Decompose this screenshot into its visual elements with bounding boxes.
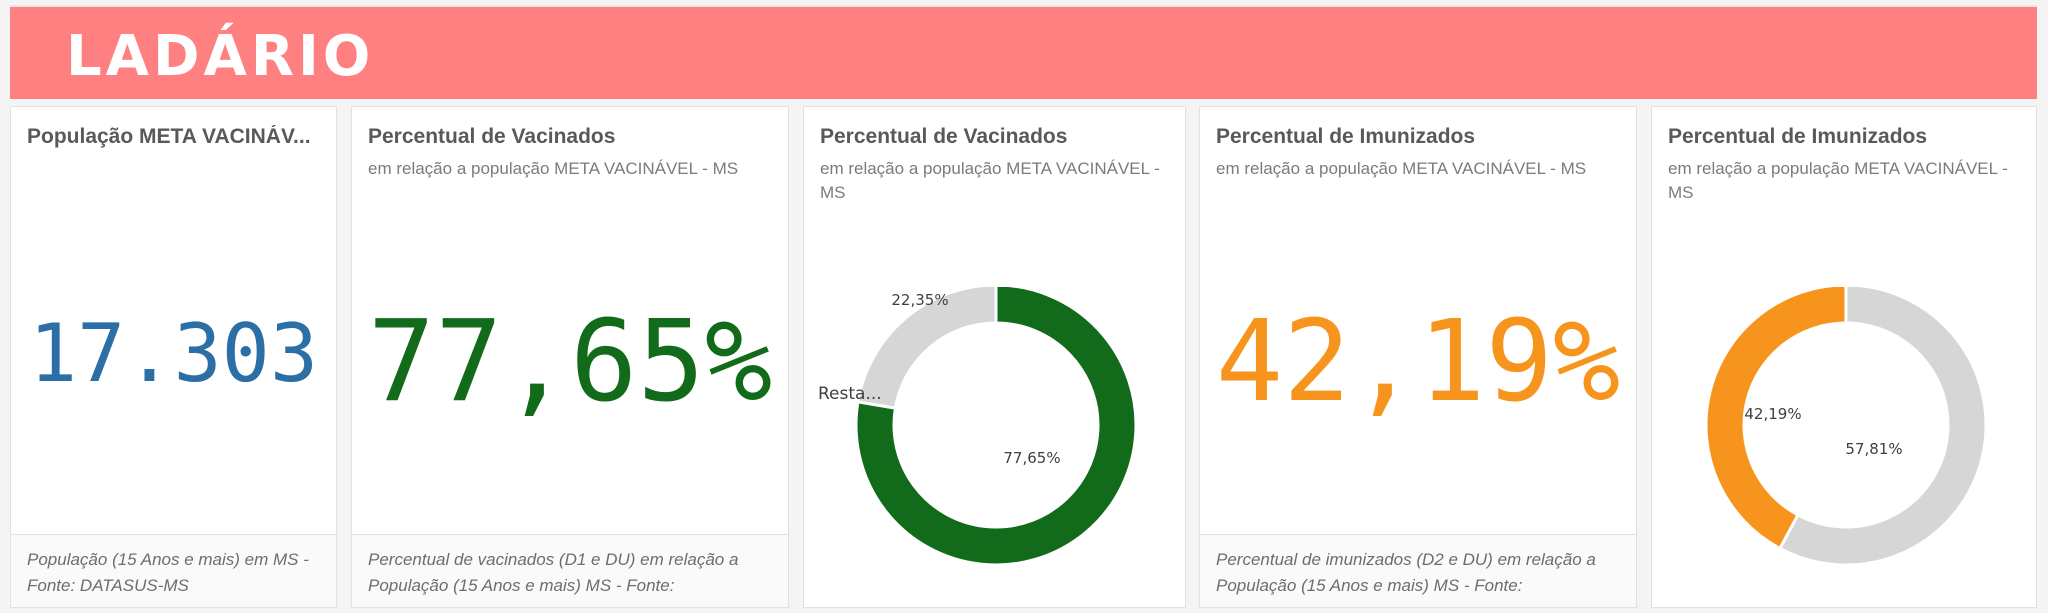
donut-slice[interactable] xyxy=(856,287,998,410)
slice-value-label: 77,65% xyxy=(1003,449,1060,467)
donut-slice[interactable] xyxy=(1777,287,1988,567)
donut-card-vaccinated[interactable]: Percentual de Vacinados em relação a pop… xyxy=(803,106,1186,608)
kpi-card-population[interactable]: População META VACINÁV... 17.303 Populaç… xyxy=(10,106,337,608)
card-title: Percentual de Imunizados xyxy=(1668,125,1928,148)
footer-text: População (15 Anos e mais) em MS - Fonte… xyxy=(27,550,309,595)
card-title: Percentual de Vacinados xyxy=(368,125,616,148)
slice-value-label: 57,81% xyxy=(1845,440,1902,458)
card-title: Percentual de Imunizados xyxy=(1216,125,1476,148)
donut-chart[interactable]: 77,65%% Vac...22,35%Resta... xyxy=(804,287,1185,587)
kpi-value: 42,19% xyxy=(1215,297,1621,427)
kpi-value: 17.303 xyxy=(29,307,318,400)
kpi-card-immunized[interactable]: Percentual de Imunizados em relação a po… xyxy=(1199,106,1637,608)
footer-text: Percentual de vacinados (D1 e DU) em rel… xyxy=(368,550,739,595)
donut-card-immunized[interactable]: Percentual de Imunizados em relação a po… xyxy=(1651,106,2037,608)
slice-value-label: 22,35% xyxy=(891,291,948,309)
header-banner: LADÁRIO xyxy=(10,5,2037,99)
card-subtitle: em relação a população META VACINÁVEL - … xyxy=(368,159,739,178)
card-title: Percentual de Vacinados xyxy=(820,125,1068,148)
municipality-title: LADÁRIO xyxy=(66,24,375,89)
card-footer: População (15 Anos e mais) em MS - Fonte… xyxy=(11,534,336,607)
card-footer: Percentual de vacinados (D1 e DU) em rel… xyxy=(352,534,788,607)
card-subtitle: em relação a população META VACINÁVEL - … xyxy=(820,159,1160,202)
slice-value-label: 42,19% xyxy=(1744,405,1801,423)
donut-slice[interactable] xyxy=(1704,287,1848,551)
footer-text: Percentual de imunizados (D2 e DU) em re… xyxy=(1216,550,1596,595)
kpi-value: 77,65% xyxy=(367,297,773,427)
slice-category-label: Resta... xyxy=(818,384,882,404)
donut-chart[interactable]: 42,19% 57,81% xyxy=(1652,287,2036,587)
donut-slice[interactable] xyxy=(854,287,1138,567)
card-footer: Percentual de imunizados (D2 e DU) em re… xyxy=(1200,534,1636,607)
card-subtitle: em relação a população META VACINÁVEL - … xyxy=(1216,159,1587,178)
card-title: População META VACINÁV... xyxy=(27,125,311,148)
card-subtitle: em relação a população META VACINÁVEL - … xyxy=(1668,159,2008,202)
kpi-card-vaccinated[interactable]: Percentual de Vacinados em relação a pop… xyxy=(351,106,789,608)
